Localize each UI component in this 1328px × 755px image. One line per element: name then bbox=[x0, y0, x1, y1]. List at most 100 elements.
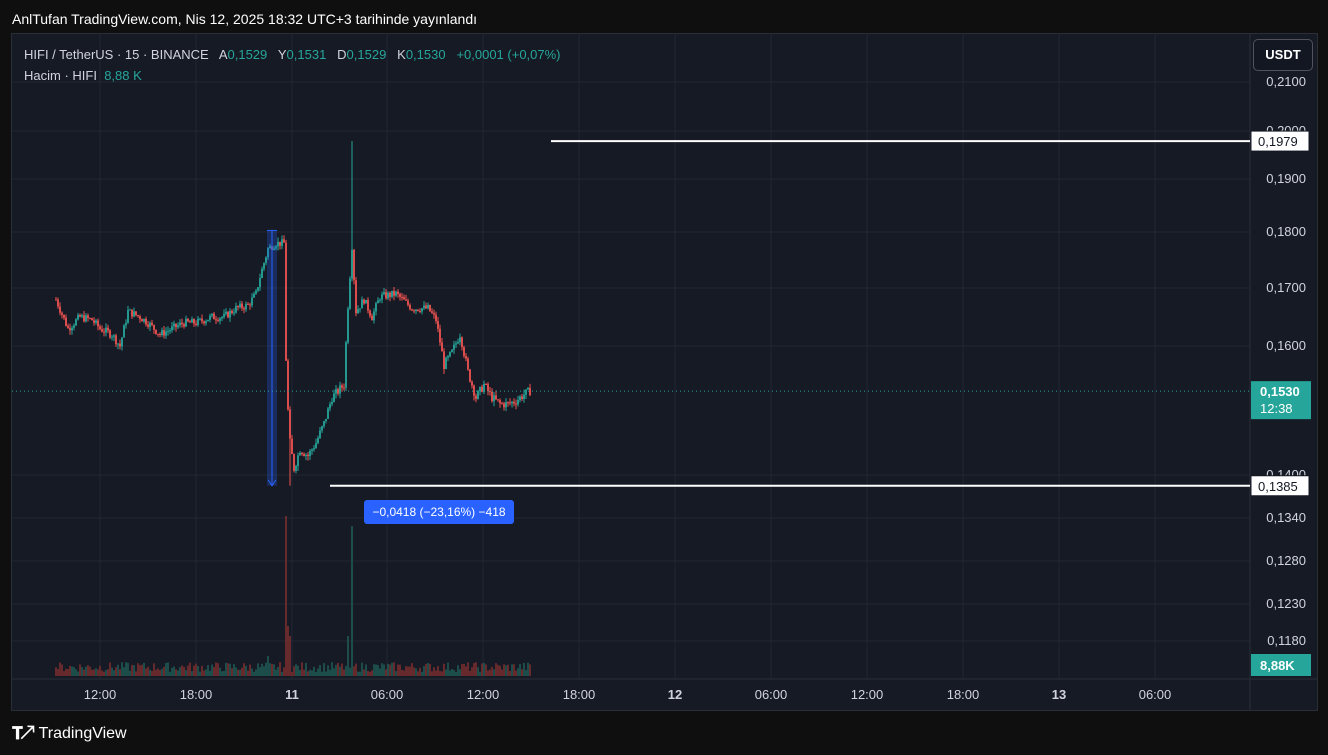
candle-body bbox=[457, 342, 459, 344]
volume-bar bbox=[257, 663, 259, 676]
volume-bar bbox=[333, 668, 335, 676]
candle-body bbox=[111, 336, 113, 338]
volume-bar bbox=[379, 668, 381, 676]
volume-bar bbox=[405, 666, 407, 676]
volume-bar bbox=[453, 669, 455, 676]
candle-body bbox=[491, 391, 493, 402]
candle-body bbox=[175, 323, 177, 328]
volume-bar bbox=[463, 663, 465, 676]
volume-bar bbox=[433, 667, 435, 676]
volume-bar bbox=[245, 665, 247, 676]
volume-bar bbox=[87, 665, 89, 676]
volume-bar bbox=[199, 671, 201, 676]
volume-bar bbox=[97, 669, 99, 676]
candle-body bbox=[185, 318, 187, 327]
candle-body bbox=[365, 299, 367, 304]
volume-bar bbox=[355, 663, 357, 676]
volume-bar bbox=[401, 669, 403, 676]
volume-bar bbox=[397, 664, 399, 676]
volume-bar bbox=[201, 665, 203, 676]
time-tick-label: 18:00 bbox=[180, 687, 213, 702]
candle-body bbox=[435, 314, 437, 322]
candle-body bbox=[209, 315, 211, 320]
volume-bar bbox=[171, 667, 173, 676]
volume-bar bbox=[437, 666, 439, 676]
candle-body bbox=[229, 310, 231, 318]
candle-body bbox=[353, 249, 355, 281]
candle-body bbox=[143, 318, 145, 322]
volume-bar bbox=[73, 667, 75, 676]
tradingview-logo[interactable]: 𝐓↗ TradingView bbox=[12, 724, 127, 744]
volume-bar bbox=[385, 669, 387, 676]
chart-canvas[interactable]: 0,21000,20000,19000,18000,17000,16000,14… bbox=[12, 34, 1317, 710]
volume-bar bbox=[323, 663, 325, 676]
candle-body bbox=[57, 299, 59, 307]
volume-bar bbox=[451, 669, 453, 676]
volume-bar bbox=[473, 663, 475, 676]
volume-bar bbox=[163, 666, 165, 676]
volume-bar bbox=[225, 662, 227, 676]
volume-bar bbox=[335, 664, 337, 676]
candle-body bbox=[65, 317, 67, 326]
candle-body bbox=[337, 389, 339, 394]
volume-bar bbox=[377, 665, 379, 676]
volume-bar bbox=[251, 668, 253, 676]
candle-body bbox=[385, 292, 387, 299]
volume-bar bbox=[507, 664, 509, 676]
candle-body bbox=[275, 246, 277, 249]
candle-body bbox=[391, 290, 393, 297]
candle-body bbox=[505, 402, 507, 408]
time-tick-label: 18:00 bbox=[947, 687, 980, 702]
candle-body bbox=[153, 324, 155, 330]
candle-body bbox=[345, 342, 347, 388]
volume-bar bbox=[127, 662, 129, 676]
candle-body bbox=[465, 355, 467, 359]
horizontal-line-tag bbox=[1250, 130, 1310, 152]
candle-body bbox=[211, 313, 213, 316]
volume-bar bbox=[409, 666, 411, 676]
candle-body bbox=[161, 330, 163, 335]
candle-body bbox=[245, 303, 247, 310]
volume-bar bbox=[273, 664, 275, 676]
last-volume-value: 8,88K bbox=[1260, 658, 1295, 673]
volume-bar bbox=[277, 666, 279, 676]
candle-body bbox=[247, 303, 249, 305]
volume-bar bbox=[183, 666, 185, 676]
volume-bar bbox=[413, 667, 415, 676]
symbol-name[interactable]: HIFI / TetherUS · 15 · BINANCE bbox=[24, 47, 209, 62]
candle-body bbox=[263, 263, 265, 269]
candle-body bbox=[367, 299, 369, 311]
volume-bar bbox=[103, 671, 105, 676]
candle-body bbox=[281, 239, 283, 246]
candle-body bbox=[99, 326, 101, 330]
currency-button[interactable]: USDT bbox=[1253, 39, 1313, 71]
volume-bar bbox=[135, 671, 137, 676]
volume-bar bbox=[383, 664, 385, 676]
volume-label[interactable]: Hacim · HIFI bbox=[24, 68, 97, 83]
candle-body bbox=[253, 293, 255, 298]
volume-bar bbox=[119, 669, 121, 676]
volume-bar bbox=[83, 669, 85, 676]
candle-body bbox=[317, 437, 319, 444]
candle-body bbox=[489, 391, 491, 393]
volume-bar bbox=[489, 669, 491, 676]
volume-bar bbox=[185, 670, 187, 676]
volume-bar bbox=[147, 666, 149, 676]
chart-panel[interactable]: 0,2100 0,2000 0,1900 0,1800 0,1700 0,1600 0,14… bbox=[11, 33, 1318, 711]
candle-body bbox=[375, 303, 377, 312]
volume-bar bbox=[249, 664, 251, 676]
candle-body bbox=[197, 318, 199, 325]
volume-bar bbox=[195, 663, 197, 676]
candle-body bbox=[205, 321, 207, 324]
volume-bar bbox=[85, 666, 87, 676]
candle-body bbox=[297, 455, 299, 467]
volume-bar bbox=[329, 669, 331, 676]
volume-bar bbox=[213, 667, 215, 676]
candle-body bbox=[449, 351, 451, 357]
volume-bar bbox=[439, 670, 441, 676]
volume-bar bbox=[361, 662, 363, 676]
volume-bar bbox=[309, 669, 311, 676]
candle-body bbox=[79, 314, 81, 317]
volume-bar bbox=[497, 664, 499, 676]
candle-body bbox=[521, 396, 523, 399]
